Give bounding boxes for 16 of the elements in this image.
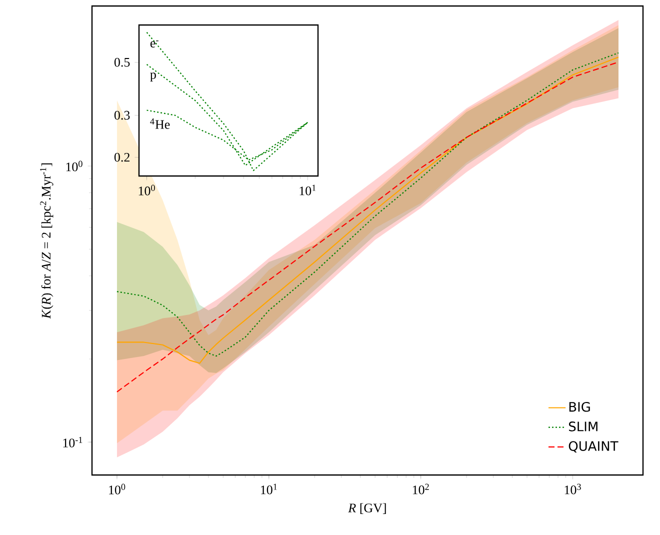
y-tick-label: 0.2 bbox=[114, 152, 130, 162]
text: K(R) for A/Z = 2 [kpc$^{2}$.Myr$^{-1}$] bbox=[40, 163, 54, 319]
x-tick-label: 10$^{1}$ bbox=[300, 184, 316, 196]
legend-label: SLIM bbox=[568, 422, 598, 432]
x-axis-title: R [GV] bbox=[348, 503, 386, 514]
series-label: p bbox=[150, 72, 156, 82]
legend-label: QUAINT bbox=[568, 441, 618, 452]
series-label: e$^{-}$ bbox=[150, 40, 158, 48]
y-tick-label: 10$^{-1}$ bbox=[63, 436, 82, 448]
y-tick-label: 0.5 bbox=[114, 58, 130, 67]
x-tick-label: 10$^{3}$ bbox=[564, 484, 581, 494]
legend-label: BIG bbox=[569, 402, 590, 412]
x-tick-label: 10$^{1}$ bbox=[261, 484, 277, 494]
x-tick-label: 10$^{2}$ bbox=[412, 484, 429, 494]
y-tick-label: 0.3 bbox=[114, 110, 130, 120]
series-label: $^{4}$He bbox=[150, 118, 170, 129]
